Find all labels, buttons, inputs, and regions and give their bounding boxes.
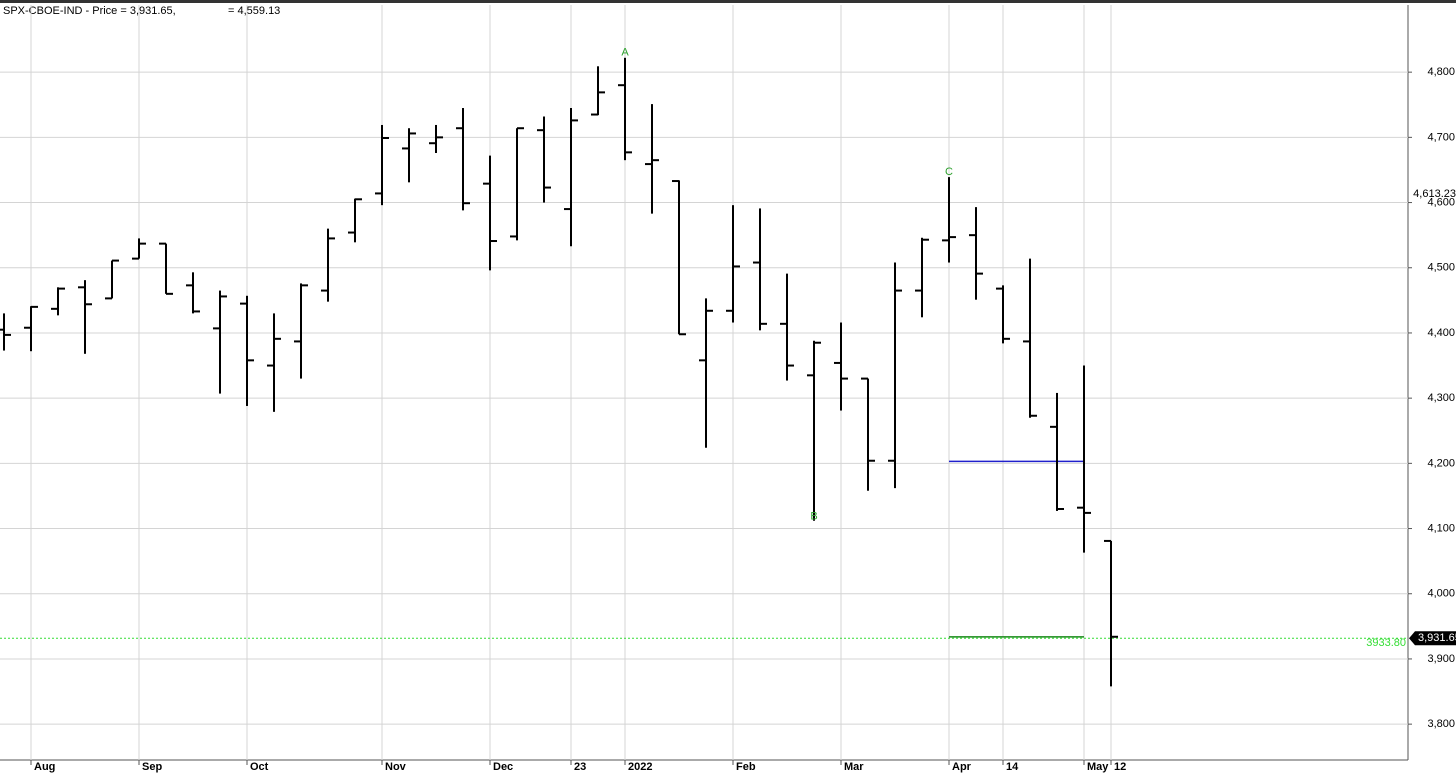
x-tick-label: 2022: [628, 761, 652, 773]
x-tick-label: Dec: [493, 761, 513, 773]
y-tick-label: 4,000: [1427, 588, 1455, 600]
y-tick-label: 4,700: [1427, 131, 1455, 143]
x-tick-label: Sep: [142, 761, 162, 773]
y-tick-label: 4,300: [1427, 392, 1455, 404]
x-tick-label: 14: [1006, 761, 1019, 773]
y-tick-label: 3,900: [1427, 653, 1455, 665]
x-tick-label: 12: [1114, 761, 1126, 773]
chart-subtitle: = 4,559.13: [228, 5, 280, 17]
x-tick-label: May: [1087, 761, 1109, 773]
last-price-label: 3,931.65: [1418, 632, 1456, 644]
y-tick-label: 4,500: [1427, 262, 1455, 274]
x-tick-label: Feb: [736, 761, 756, 773]
x-tick-label: Apr: [952, 761, 972, 773]
x-tick-label: Aug: [34, 761, 55, 773]
x-tick-label: Oct: [250, 761, 269, 773]
y-tick-label: 4,100: [1427, 522, 1455, 534]
y-tick-label: 4,200: [1427, 457, 1455, 469]
level-label: 3933.80: [1366, 637, 1406, 649]
top-border: [0, 0, 1456, 3]
marker-label: 4,613.23: [1413, 188, 1456, 200]
annotation: B: [810, 511, 817, 523]
y-tick-label: 4,800: [1427, 66, 1455, 78]
y-tick-label: 3,800: [1427, 718, 1455, 730]
y-tick-label: 4,600: [1427, 196, 1455, 208]
annotation: C: [945, 166, 953, 178]
last-price-box: [1409, 631, 1456, 646]
y-tick-label: 4,400: [1427, 327, 1455, 339]
chart-title: SPX-CBOE-IND - Price = 3,931.65,: [3, 5, 176, 17]
x-tick-label: Mar: [844, 761, 864, 773]
x-tick-label: 23: [574, 761, 586, 773]
x-tick-label: Nov: [385, 761, 407, 773]
annotation: A: [621, 47, 629, 59]
